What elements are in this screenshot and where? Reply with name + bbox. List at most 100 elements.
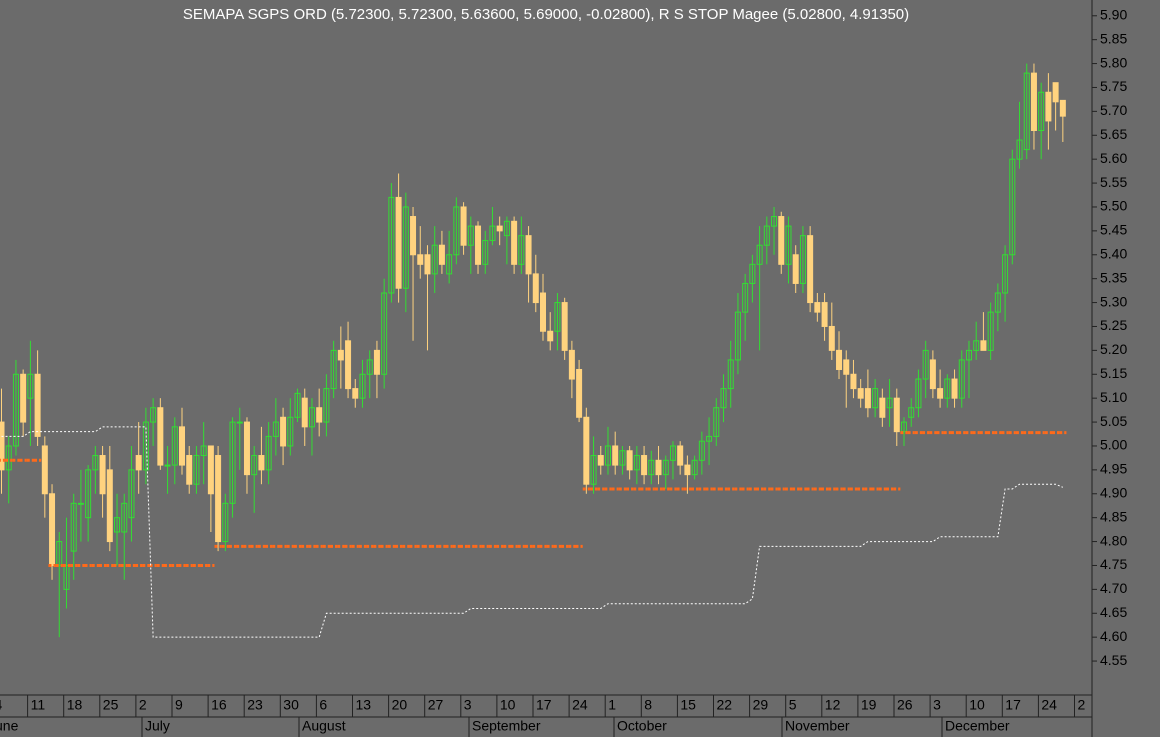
candle-body bbox=[142, 421, 149, 471]
candle-body bbox=[56, 541, 63, 566]
candle-body bbox=[41, 445, 48, 495]
candle-body bbox=[547, 330, 554, 342]
y-tick-label: 5.05 bbox=[1100, 413, 1127, 429]
candle-body bbox=[857, 388, 864, 399]
candle-body bbox=[612, 445, 619, 466]
candle-body bbox=[5, 445, 12, 471]
candle-body bbox=[381, 292, 388, 375]
y-tick-label: 5.40 bbox=[1100, 245, 1127, 261]
y-tick-label: 4.80 bbox=[1100, 532, 1127, 548]
y-tick-label: 4.75 bbox=[1100, 556, 1127, 572]
candle-body bbox=[965, 349, 972, 361]
candle-body bbox=[633, 455, 640, 471]
candle-body bbox=[77, 502, 84, 505]
candle-body bbox=[511, 220, 518, 265]
candle-body bbox=[915, 378, 922, 409]
x-tick-label: 11 bbox=[31, 697, 46, 713]
candle-body bbox=[193, 455, 200, 485]
candle-body bbox=[554, 302, 561, 332]
candle-body bbox=[540, 292, 546, 332]
candle-body bbox=[814, 302, 821, 313]
candle-body bbox=[669, 445, 676, 461]
candle-body bbox=[12, 373, 19, 447]
x-tick-label: 4 bbox=[0, 697, 3, 713]
candle-body bbox=[1045, 91, 1052, 122]
candle-body bbox=[987, 311, 994, 351]
y-tick-label: 5.45 bbox=[1100, 222, 1127, 238]
candle-body bbox=[626, 450, 633, 471]
x-tick-label: 15 bbox=[680, 697, 696, 713]
y-tick-label: 4.70 bbox=[1100, 580, 1127, 596]
month-label: October bbox=[617, 718, 667, 734]
candle-body bbox=[345, 340, 352, 390]
candle-body bbox=[727, 359, 734, 390]
candle-body bbox=[410, 216, 417, 256]
y-tick-label: 5.30 bbox=[1100, 293, 1127, 309]
candle-body bbox=[330, 349, 337, 390]
candle-body bbox=[771, 216, 778, 227]
month-label: November bbox=[785, 718, 850, 734]
x-tick-label: 2 bbox=[1078, 697, 1086, 713]
candle-body bbox=[352, 388, 359, 399]
x-tick-label: 1 bbox=[608, 697, 616, 713]
candle-body bbox=[475, 225, 482, 265]
candle-body bbox=[821, 302, 828, 327]
candle-body bbox=[1023, 72, 1030, 151]
candle-body bbox=[864, 388, 871, 409]
candle-body bbox=[496, 225, 503, 232]
candle-body bbox=[886, 397, 893, 409]
y-tick-label: 5.50 bbox=[1100, 198, 1127, 214]
x-tick-label: 17 bbox=[536, 697, 552, 713]
y-tick-label: 5.60 bbox=[1100, 150, 1127, 166]
candle-body bbox=[1016, 139, 1023, 160]
x-tick-label: 17 bbox=[1005, 697, 1021, 713]
candle-body bbox=[27, 373, 34, 399]
x-tick-label: 24 bbox=[1041, 697, 1057, 713]
y-tick-label: 4.95 bbox=[1100, 461, 1127, 477]
candle-body bbox=[308, 407, 315, 428]
candle-body bbox=[301, 397, 308, 428]
candle-body bbox=[114, 517, 121, 533]
y-tick-label: 5.90 bbox=[1100, 6, 1127, 22]
candle-body bbox=[583, 416, 590, 485]
candle-body bbox=[799, 235, 806, 284]
candle-body bbox=[706, 435, 713, 442]
candle-body bbox=[323, 388, 330, 423]
y-tick-label: 5.75 bbox=[1100, 78, 1127, 94]
candle-body bbox=[742, 282, 749, 313]
chart-title: SEMAPA SGPS ORD (5.72300, 5.72300, 5.636… bbox=[183, 6, 909, 23]
candle-body bbox=[438, 244, 445, 265]
candle-body bbox=[518, 235, 525, 265]
x-tick-label: 10 bbox=[969, 697, 985, 713]
candle-body bbox=[828, 325, 835, 351]
candle-body bbox=[417, 254, 424, 265]
candle-body bbox=[164, 464, 171, 467]
plot-area bbox=[0, 63, 1067, 638]
candle-body bbox=[648, 459, 655, 476]
candle-body bbox=[662, 459, 669, 476]
candle-body bbox=[532, 273, 539, 304]
candle-body bbox=[1009, 158, 1016, 256]
y-tick-label: 5.55 bbox=[1100, 174, 1127, 190]
y-tick-label: 5.85 bbox=[1100, 30, 1127, 46]
candle-body bbox=[756, 244, 763, 265]
candle-body bbox=[901, 421, 907, 433]
candle-body bbox=[655, 459, 662, 476]
candle-body bbox=[778, 216, 785, 265]
candle-body bbox=[0, 421, 5, 471]
candle-body bbox=[734, 311, 741, 361]
candle-body bbox=[200, 445, 207, 457]
candle-body bbox=[207, 445, 214, 495]
candle-body bbox=[922, 349, 929, 380]
candle-body bbox=[893, 397, 900, 433]
candle-body bbox=[251, 455, 258, 476]
candle-body bbox=[879, 397, 886, 418]
x-tick-label: 3 bbox=[933, 697, 941, 713]
x-tick-label: 2 bbox=[139, 697, 147, 713]
candle-body bbox=[720, 388, 727, 409]
y-tick-label: 5.00 bbox=[1100, 437, 1127, 453]
y-tick-label: 5.65 bbox=[1100, 126, 1127, 142]
candle-body bbox=[677, 445, 684, 466]
y-tick-label: 5.15 bbox=[1100, 365, 1127, 381]
